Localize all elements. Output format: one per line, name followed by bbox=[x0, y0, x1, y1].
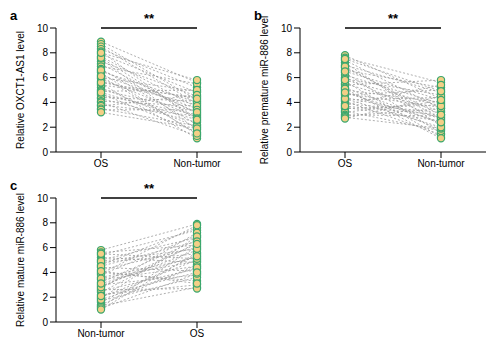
svg-text:6: 6 bbox=[42, 242, 48, 253]
svg-text:2: 2 bbox=[42, 292, 48, 303]
svg-text:10: 10 bbox=[37, 23, 49, 34]
html-text:b: b bbox=[254, 8, 262, 23]
svg-text:Non-tumor: Non-tumor bbox=[417, 158, 465, 169]
svg-text:2: 2 bbox=[42, 122, 48, 133]
svg-text:6: 6 bbox=[286, 72, 292, 83]
html-text:c: c bbox=[10, 178, 18, 193]
svg-text:10: 10 bbox=[37, 193, 49, 204]
svg-text:0: 0 bbox=[286, 147, 292, 158]
svg-text:Relative premature miR-886 lev: Relative premature miR-886 level bbox=[259, 16, 270, 164]
svg-text:OS: OS bbox=[94, 158, 109, 169]
svg-text:8: 8 bbox=[286, 47, 292, 58]
html-text:a: a bbox=[10, 8, 18, 23]
svg-text:2: 2 bbox=[286, 122, 292, 133]
svg-text:**: ** bbox=[144, 11, 155, 26]
svg-text:Non-tumor: Non-tumor bbox=[173, 158, 221, 169]
svg-text:0: 0 bbox=[42, 147, 48, 158]
svg-text:8: 8 bbox=[42, 47, 48, 58]
svg-text:Relative mature miR-886 level: Relative mature miR-886 level bbox=[15, 193, 26, 327]
svg-text:OS: OS bbox=[338, 158, 353, 169]
svg-text:OS: OS bbox=[190, 328, 205, 339]
svg-text:Relative OXCT1-AS1 level: Relative OXCT1-AS1 level bbox=[15, 31, 26, 149]
svg-text:4: 4 bbox=[42, 97, 48, 108]
svg-text:**: ** bbox=[144, 181, 155, 196]
svg-text:8: 8 bbox=[42, 217, 48, 228]
svg-text:4: 4 bbox=[42, 267, 48, 278]
svg-text:**: ** bbox=[388, 11, 399, 26]
svg-text:0: 0 bbox=[42, 317, 48, 328]
svg-text:10: 10 bbox=[281, 23, 293, 34]
svg-text:6: 6 bbox=[42, 72, 48, 83]
svg-text:Non-tumor: Non-tumor bbox=[77, 328, 125, 339]
svg-text:4: 4 bbox=[286, 97, 292, 108]
